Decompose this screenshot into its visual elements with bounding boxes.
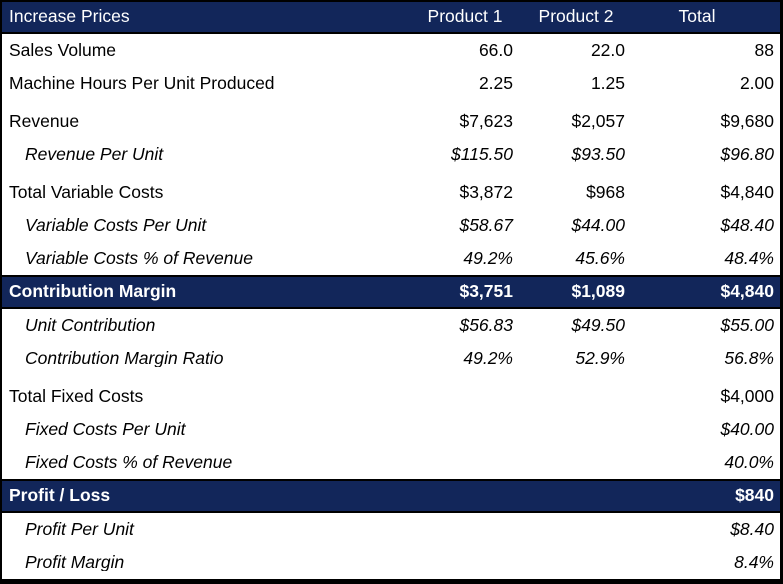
cell-revenue-total[interactable]: $9,680 <box>720 112 774 131</box>
cell-profit-per-unit-total[interactable]: $8.40 <box>730 520 774 539</box>
cell-contribution-margin-product-2[interactable]: $1,089 <box>571 283 625 301</box>
cell-total-variable-costs-product-1[interactable]: $3,872 <box>459 183 513 202</box>
table-body: Sales Volume 66.0 22.0 88 Machine Hours Per … <box>2 34 780 579</box>
cell-revenue-per-unit-total[interactable]: $96.80 <box>720 145 774 164</box>
label-total-fixed-costs[interactable]: Total Fixed Costs <box>9 387 144 406</box>
cell-total-variable-costs-product-2[interactable]: $968 <box>586 183 625 202</box>
cell-machine-hours-per-unit-produced-product-2[interactable]: 1.25 <box>590 74 625 93</box>
row-revenue: Revenue $7,623 $2,057 $9,680 <box>2 105 780 138</box>
cell-contribution-margin-product-1[interactable]: $3,751 <box>459 283 513 301</box>
header-row: Increase Prices Product 1 Product 2 Tota… <box>2 2 780 34</box>
cell-revenue-product-2[interactable]: $2,057 <box>571 112 625 131</box>
label-profit-per-unit[interactable]: Profit Per Unit <box>25 520 134 539</box>
cell-variable-costs-per-unit-total[interactable]: $48.40 <box>720 216 774 235</box>
cell-sales-volume-product-2[interactable]: 22.0 <box>590 41 625 60</box>
column-header-total[interactable]: Total <box>678 8 716 26</box>
row-contribution-margin: Contribution Margin $3,751 $1,089 $4,840 <box>2 275 780 309</box>
label-revenue-per-unit[interactable]: Revenue Per Unit <box>25 145 164 164</box>
row-variable-costs-per-unit: Variable Costs Per Unit $58.67 $44.00 $48.4… <box>2 209 780 242</box>
row-contribution-margin-ratio: Contribution Margin Ratio 49.2% 52.9% 56.8% <box>2 342 780 375</box>
label-variable-costs-of-revenue[interactable]: Variable Costs % of Revenue <box>25 249 253 268</box>
label-revenue[interactable]: Revenue <box>9 112 80 131</box>
cell-total-fixed-costs-total[interactable]: $4,000 <box>720 387 774 406</box>
label-sales-volume[interactable]: Sales Volume <box>9 41 117 60</box>
cell-total-variable-costs-total[interactable]: $4,840 <box>720 183 774 202</box>
label-total-variable-costs[interactable]: Total Variable Costs <box>9 183 164 202</box>
scenario-title[interactable]: Increase Prices <box>9 8 130 26</box>
row-profit-loss: Profit / Loss $840 <box>2 479 780 513</box>
cell-fixed-costs-per-unit-total[interactable]: $40.00 <box>720 420 774 439</box>
row-sales-volume: Sales Volume 66.0 22.0 88 <box>2 34 780 67</box>
cell-variable-costs-per-unit-product-1[interactable]: $58.67 <box>459 216 513 235</box>
cell-revenue-per-unit-product-1[interactable]: $115.50 <box>451 145 513 164</box>
cell-variable-costs-per-unit-product-2[interactable]: $44.00 <box>571 216 625 235</box>
cell-revenue-per-unit-product-2[interactable]: $93.50 <box>571 145 625 164</box>
cell-unit-contribution-product-1[interactable]: $56.83 <box>459 316 513 335</box>
row-machine-hours-per-unit-produced: Machine Hours Per Unit Produced 2.25 1.25 2… <box>2 67 780 100</box>
label-profit-margin[interactable]: Profit Margin <box>25 553 125 572</box>
cell-fixed-costs-of-revenue-total[interactable]: 40.0% <box>724 453 774 472</box>
cell-variable-costs-of-revenue-total[interactable]: 48.4% <box>724 249 774 268</box>
cell-variable-costs-of-revenue-product-2[interactable]: 45.6% <box>575 249 625 268</box>
row-total-fixed-costs: Total Fixed Costs $4,000 <box>2 380 780 413</box>
cell-unit-contribution-product-2[interactable]: $49.50 <box>571 316 625 335</box>
cell-machine-hours-per-unit-produced-product-1[interactable]: 2.25 <box>478 74 513 93</box>
cell-variable-costs-of-revenue-product-1[interactable]: 49.2% <box>463 249 513 268</box>
cell-profit-loss-total[interactable]: $840 <box>735 487 774 505</box>
label-contribution-margin-ratio[interactable]: Contribution Margin Ratio <box>25 349 224 368</box>
row-revenue-per-unit: Revenue Per Unit $115.50 $93.50 $96.80 <box>2 138 780 171</box>
row-fixed-costs-per-unit: Fixed Costs Per Unit $40.00 <box>2 413 780 446</box>
cell-machine-hours-per-unit-produced-total[interactable]: 2.00 <box>739 74 774 93</box>
row-variable-costs-of-revenue: Variable Costs % of Revenue 49.2% 45.6% 48.… <box>2 242 780 275</box>
cell-contribution-margin-ratio-total[interactable]: 56.8% <box>724 349 774 368</box>
label-variable-costs-per-unit[interactable]: Variable Costs Per Unit <box>25 216 207 235</box>
label-unit-contribution[interactable]: Unit Contribution <box>25 316 156 335</box>
label-fixed-costs-per-unit[interactable]: Fixed Costs Per Unit <box>25 420 186 439</box>
row-total-variable-costs: Total Variable Costs $3,872 $968 $4,840 <box>2 176 780 209</box>
row-fixed-costs-of-revenue: Fixed Costs % of Revenue 40.0% <box>2 446 780 479</box>
column-header-product-1[interactable]: Product 1 <box>427 8 503 26</box>
cell-profit-margin-total[interactable]: 8.4% <box>734 553 774 572</box>
label-machine-hours-per-unit-produced[interactable]: Machine Hours Per Unit Produced <box>9 74 275 93</box>
cell-contribution-margin-ratio-product-1[interactable]: 49.2% <box>463 349 513 368</box>
row-profit-per-unit: Profit Per Unit $8.40 <box>2 513 780 546</box>
row-profit-margin: Profit Margin 8.4% <box>2 546 780 579</box>
cell-unit-contribution-total[interactable]: $55.00 <box>720 316 774 335</box>
cell-sales-volume-total[interactable]: 88 <box>754 41 774 60</box>
cell-sales-volume-product-1[interactable]: 66.0 <box>478 41 513 60</box>
cell-contribution-margin-total[interactable]: $4,840 <box>720 283 774 301</box>
row-unit-contribution: Unit Contribution $56.83 $49.50 $55.00 <box>2 309 780 342</box>
column-header-product-2[interactable]: Product 2 <box>538 8 614 26</box>
label-profit-loss[interactable]: Profit / Loss <box>9 487 111 505</box>
label-contribution-margin[interactable]: Contribution Margin <box>9 283 177 301</box>
label-fixed-costs-of-revenue[interactable]: Fixed Costs % of Revenue <box>25 453 233 472</box>
cell-contribution-margin-ratio-product-2[interactable]: 52.9% <box>575 349 625 368</box>
cell-revenue-product-1[interactable]: $7,623 <box>459 112 513 131</box>
